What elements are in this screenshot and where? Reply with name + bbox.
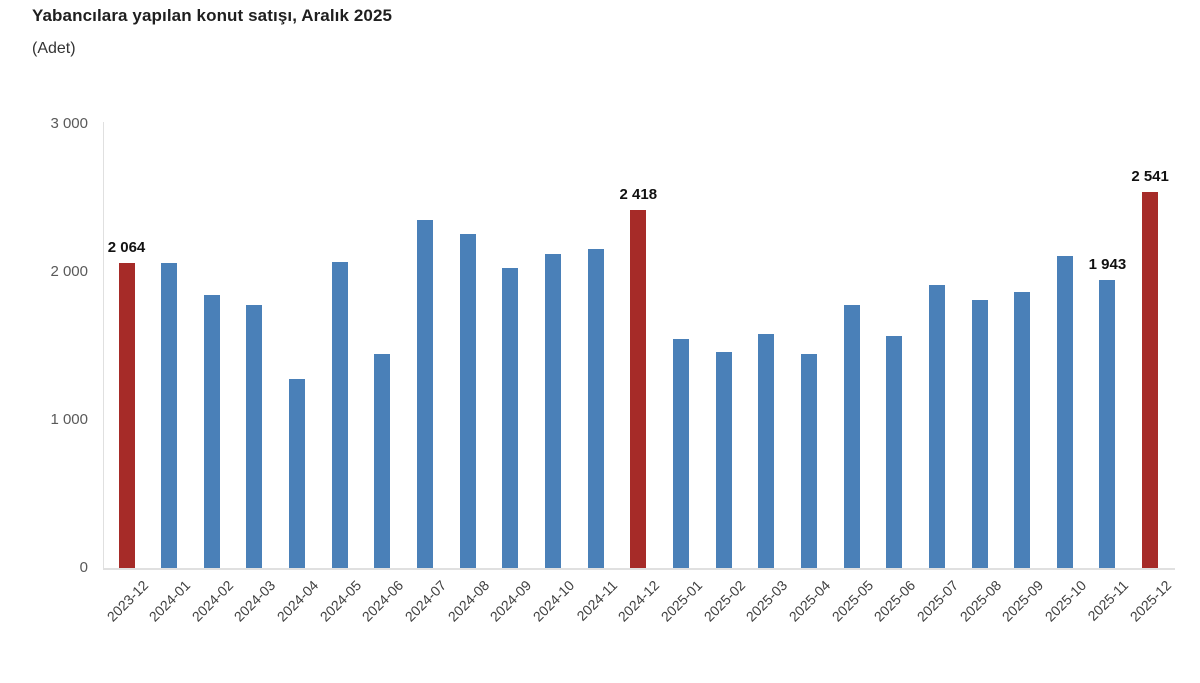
y-tick-label: 1 000 (50, 411, 88, 428)
bar-2024-06 (374, 354, 391, 568)
bar-2025-04 (800, 353, 817, 568)
x-axis-line (103, 568, 1175, 570)
bar-2024-10 (545, 253, 561, 568)
chart-subtitle: (Adet) (32, 40, 76, 57)
chart-title: Yabancılara yapılan konut satışı, Aralık… (32, 6, 393, 25)
data-label-2025-12: 2 541 (1131, 167, 1169, 185)
bar-2025-12 (1142, 191, 1159, 568)
bar-2024-02 (203, 294, 220, 568)
data-label-2025-11: 1 943 (1088, 256, 1127, 274)
bar-2025-06 (886, 336, 903, 568)
y-tick-label: 2 000 (50, 263, 88, 280)
bar-2024-08 (459, 233, 476, 568)
bar-2025-08 (971, 300, 988, 568)
bar-2024-01 (161, 263, 178, 568)
bar-2025-02 (715, 351, 732, 568)
y-axis-line (103, 122, 104, 568)
bar-2025-03 (758, 334, 775, 568)
bar-2025-10 (1056, 256, 1073, 568)
data-label-2023-12: 2 064 (107, 238, 146, 256)
data-label-2024-12: 2 418 (619, 186, 658, 204)
bar-2024-03 (246, 304, 263, 568)
bar-2024-05 (331, 262, 348, 568)
y-tick-label: 0 (79, 559, 88, 576)
bar-2024-07 (417, 220, 434, 568)
bar-2025-11 (1099, 280, 1116, 568)
bar-2024-12 (630, 210, 647, 568)
bar-2025-09 (1014, 291, 1031, 568)
bar-2025-05 (843, 305, 860, 568)
bar-2024-11 (587, 249, 604, 568)
bar-2024-04 (289, 379, 306, 568)
bar-2024-09 (502, 268, 519, 568)
bar-2025-07 (928, 285, 945, 568)
bar-2025-01 (672, 338, 689, 568)
bar-2023-12 (118, 262, 135, 568)
y-tick-label: 3 000 (50, 115, 88, 132)
